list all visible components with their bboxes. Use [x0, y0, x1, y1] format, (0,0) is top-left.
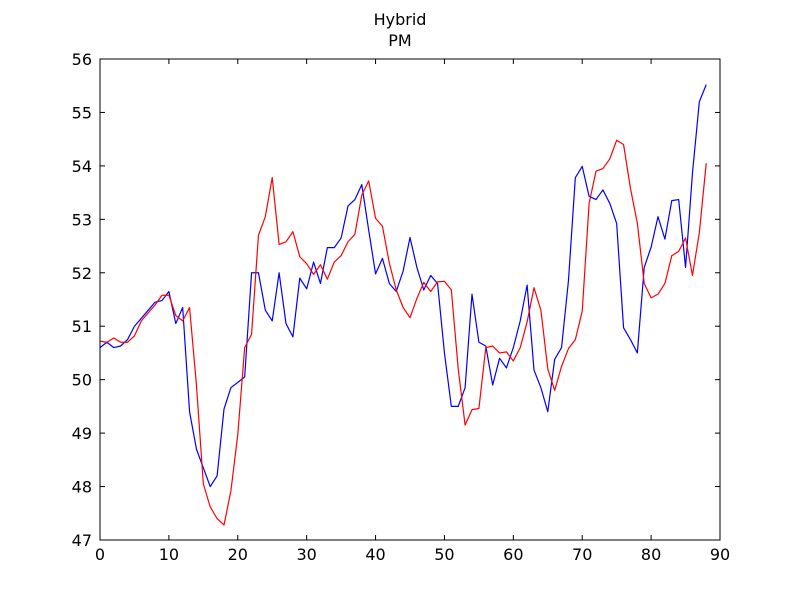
series-line-1 [99, 84, 707, 488]
plot-area [100, 59, 720, 540]
x-tick-label: 20 [228, 545, 248, 564]
series-line-2 [99, 139, 707, 526]
y-tick-label: 54 [72, 157, 92, 176]
y-tick-label: 55 [72, 103, 92, 122]
y-tick-label: 47 [72, 531, 92, 550]
ticks-layer: 0 10 20 30 40 50 60 70 80 90 47 48 49 50 51 52 53 54 55 56 [72, 50, 731, 564]
x-tick-label: 60 [503, 545, 523, 564]
y-tick-label: 48 [72, 478, 92, 497]
chart-subtitle: PM [388, 31, 412, 50]
x-tick-label: 30 [296, 545, 316, 564]
x-tick-label: 70 [572, 545, 592, 564]
y-tick-label: 53 [72, 210, 92, 229]
x-tick-label: 90 [710, 545, 730, 564]
x-tick-label: 0 [95, 545, 105, 564]
y-tick-label: 56 [72, 50, 92, 69]
y-tick-label: 52 [72, 264, 92, 283]
y-tick-label: 50 [72, 371, 92, 390]
x-tick-label: 80 [641, 545, 661, 564]
series-layer [99, 84, 707, 526]
y-tick-label: 49 [72, 424, 92, 443]
x-tick-label: 10 [159, 545, 179, 564]
x-tick-label: 40 [365, 545, 385, 564]
y-tick-label: 51 [72, 317, 92, 336]
chart-title: Hybrid [373, 10, 427, 29]
plot-frame [99, 58, 721, 541]
x-tick-label: 50 [434, 545, 454, 564]
